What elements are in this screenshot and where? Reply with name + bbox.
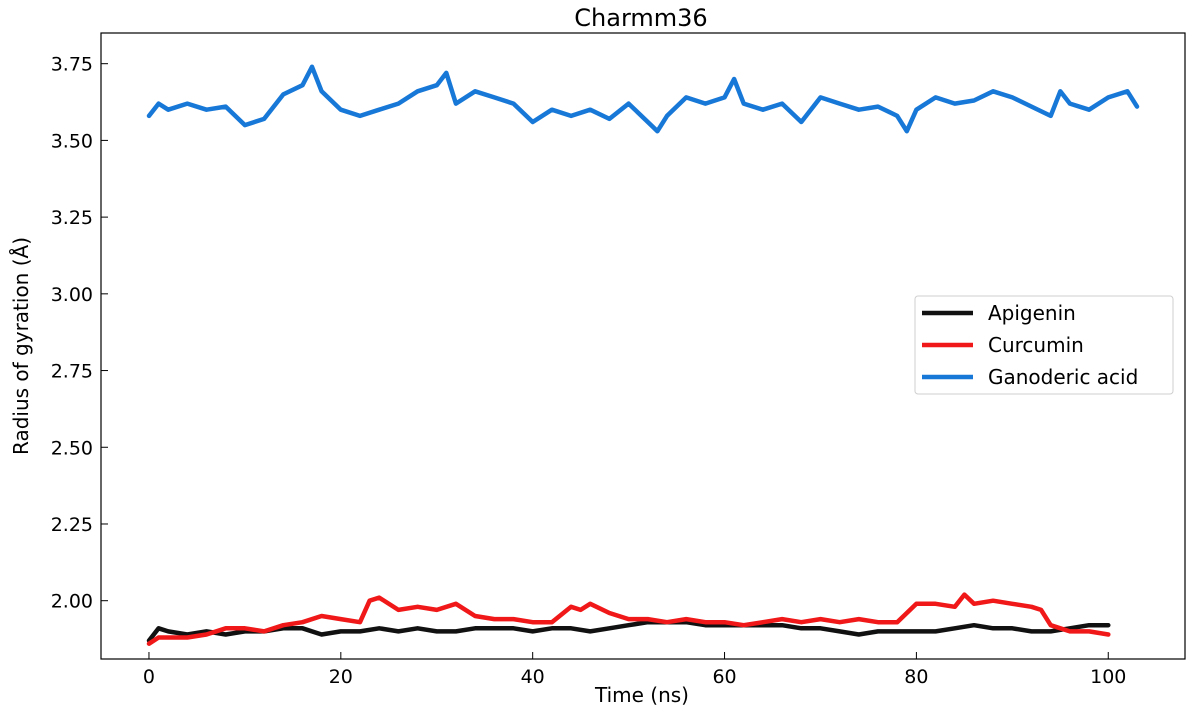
x-tick-label: 20 [329,666,353,688]
plot-frame [100,32,1186,660]
legend-box [914,295,1174,395]
x-tick-label: 80 [904,666,928,688]
y-tick-label: 3.25 [51,207,93,229]
y-tick-label: 3.50 [51,130,93,152]
x-axis-label: Time (ns) [594,683,689,707]
series-layer [146,64,1140,646]
y-tick-label: 3.75 [51,54,93,76]
y-tick-label: 2.50 [51,437,93,459]
legend-label-apigenin: Apigenin [988,301,1076,325]
y-axis-label: Radius of gyration (Å) [9,237,33,455]
series-line-curcumin [146,592,1111,646]
series-line-apigenin [146,619,1111,643]
chart-title: Charmm36 [574,4,707,32]
y-tick-label: 2.25 [51,514,93,536]
x-tick-label: 40 [521,666,545,688]
legend: Apigenin Curcumin Ganoderic acid [914,295,1174,395]
y-tick-label: 2.00 [51,591,93,613]
legend-label-curcumin: Curcumin [988,333,1084,357]
y-axis-ticks: 2.00 2.25 2.50 2.75 3.00 3.25 3.50 3.75 [51,54,108,613]
x-tick-label: 60 [712,666,736,688]
series-line-ganoderic-acid [146,64,1140,134]
y-tick-label: 3.00 [51,284,93,306]
legend-label-ganoderic-acid: Ganoderic acid [988,365,1138,389]
x-axis-ticks: 0 20 40 60 80 100 [143,652,1126,688]
x-tick-label: 100 [1090,666,1126,688]
y-tick-label: 2.75 [51,361,93,383]
x-tick-label: 0 [143,666,155,688]
